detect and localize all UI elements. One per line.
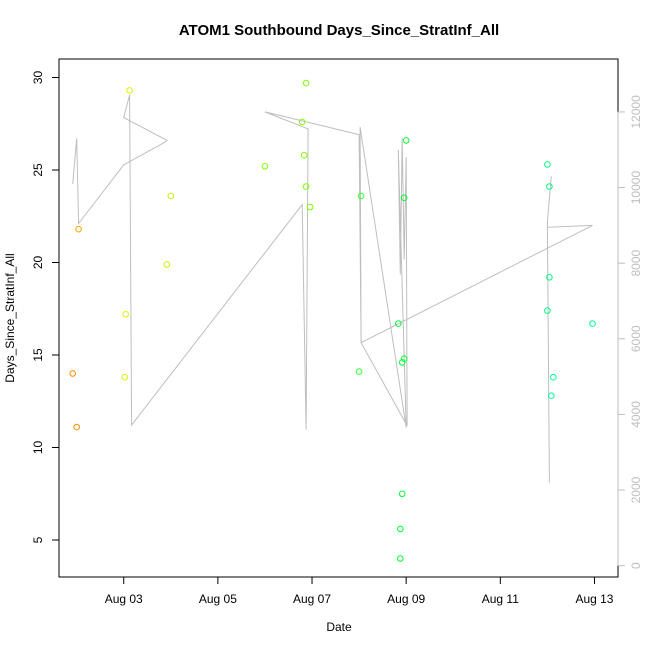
chart-title: ATOM1 Southbound Days_Since_StratInf_All [179,22,499,39]
y2-tick-label: 6000 [629,325,643,352]
data-point [300,151,308,159]
data-point [400,355,408,363]
x-axis: Aug 03 Aug 05 Aug 07 Aug 09 Aug 11 Aug 13 [105,576,614,606]
data-point [546,274,553,281]
data-point [261,163,269,170]
data-point [167,192,175,200]
data-point [544,161,551,168]
data-point [550,373,557,381]
y-tick-label: 30 [31,71,45,85]
data-point [75,225,82,233]
y2-tick-label: 2000 [629,476,643,503]
data-point [163,261,171,268]
data-point [357,192,365,200]
x-tick-label: Aug 13 [575,592,613,606]
y-tick-label: 10 [31,441,45,455]
data-point [298,118,306,126]
data-point [121,373,128,381]
data-point [398,490,406,498]
data-point [302,183,310,190]
y-tick-label: 5 [31,536,45,543]
data-point [397,555,404,562]
y-axis-label: Days_Since_StratInf_All [3,253,17,382]
data-point [398,359,406,366]
points-layer [69,79,596,562]
data-point [544,307,551,314]
data-point [355,368,363,375]
data-point [397,525,404,533]
x-tick-label: Aug 11 [482,592,519,606]
data-point [402,137,410,144]
y2-tick-label: 12000 [629,95,643,129]
series-line [72,94,593,483]
data-point [589,320,596,327]
y2-tick-label: 10000 [629,171,643,205]
y-tick-label: 25 [31,163,45,177]
data-point [122,311,129,318]
x-tick-label: Aug 05 [199,592,237,606]
plot-frame [58,58,619,578]
y2-tick-label: 4000 [629,401,643,428]
data-point [126,87,133,94]
data-point [400,194,408,202]
y-tick-label: 15 [31,348,45,362]
data-point [302,79,310,87]
data-point [395,320,402,327]
y-tick-label: 20 [31,256,45,270]
data-point [73,423,80,431]
x-tick-label: Aug 03 [105,592,143,606]
x-axis-label: Date [326,620,352,634]
y2-tick-label: 0 [629,562,643,569]
data-point [69,370,76,377]
data-point [306,203,314,211]
y-axis: 5 10 15 20 25 30 [31,71,60,543]
y2-tick-label: 8000 [629,250,643,277]
line-layer [72,94,593,483]
data-point [548,392,555,400]
x-tick-label: Aug 07 [293,592,331,606]
data-point [546,183,553,190]
x-tick-label: Aug 09 [387,592,425,606]
right-axis: 0 2000 4000 6000 8000 10000 12000 [617,95,643,569]
